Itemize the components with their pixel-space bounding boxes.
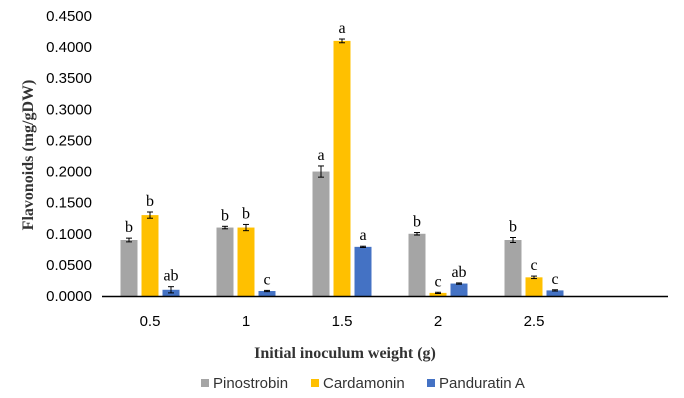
legend-label: Pinostrobin: [213, 375, 288, 392]
legend-label: Panduratin A: [439, 375, 525, 392]
x-tick-label: 1: [242, 313, 250, 330]
bar: [504, 240, 522, 296]
significance-label: c: [530, 257, 537, 274]
legend-swatch: [201, 379, 209, 387]
bar: [333, 40, 351, 297]
significance-label: a: [359, 227, 366, 244]
y-tick-label: 0.0000: [46, 288, 92, 305]
y-tick-label: 0.1500: [46, 195, 92, 212]
y-tick-label: 0.1000: [46, 226, 92, 243]
significance-label: ab: [451, 264, 466, 281]
y-axis-title: Flavonoids (mg/gDW): [20, 80, 37, 231]
bar: [429, 292, 447, 296]
bar: [525, 277, 543, 296]
significance-label: b: [242, 205, 250, 222]
significance-label: b: [146, 193, 154, 210]
x-tick-label: 2.5: [524, 313, 545, 330]
significance-label: b: [221, 207, 229, 224]
significance-label: b: [413, 214, 421, 231]
y-tick-label: 0.3500: [46, 70, 92, 87]
y-tick-label: 0.2500: [46, 132, 92, 149]
significance-label: a: [338, 20, 345, 37]
y-tick-label: 0.4000: [46, 39, 92, 56]
x-axis: 0.5 1 1.5 2 2.5: [102, 295, 668, 330]
x-tick-label: 2: [434, 313, 442, 330]
significance-label: c: [434, 273, 441, 290]
bar: [354, 246, 372, 296]
bar: [258, 291, 276, 296]
y-tick-label: 0.4500: [46, 8, 92, 25]
significance-label: c: [551, 271, 558, 288]
significance-label: a: [317, 147, 324, 164]
bar: [141, 215, 159, 296]
legend-swatch: [311, 379, 319, 387]
y-tick-label: 0.0500: [46, 257, 92, 274]
bars: [120, 38, 564, 297]
y-tick-label: 0.3000: [46, 101, 92, 118]
x-tick-label: 1.5: [332, 313, 353, 330]
legend-label: Cardamonin: [323, 375, 405, 392]
bar: [312, 171, 330, 296]
bar: [450, 283, 468, 296]
y-tick-label: 0.2000: [46, 164, 92, 181]
legend: Pinostrobin Cardamonin Panduratin A: [201, 375, 525, 392]
bar: [216, 227, 234, 296]
significance-label: b: [125, 219, 133, 236]
y-axis: 0.0000 0.0500 0.1000 0.1500 0.2000 0.2500 0.30…: [46, 8, 92, 305]
bar: [237, 227, 255, 296]
bar: [546, 290, 564, 296]
significance-label: c: [263, 271, 270, 288]
significance-label: b: [509, 219, 517, 236]
x-axis-title: Initial inoculum weight (g): [254, 345, 436, 362]
bar: [408, 233, 426, 296]
x-tick-label: 0.5: [140, 313, 161, 330]
bar: [120, 240, 138, 296]
significance-label: ab: [163, 268, 178, 285]
legend-swatch: [427, 379, 435, 387]
